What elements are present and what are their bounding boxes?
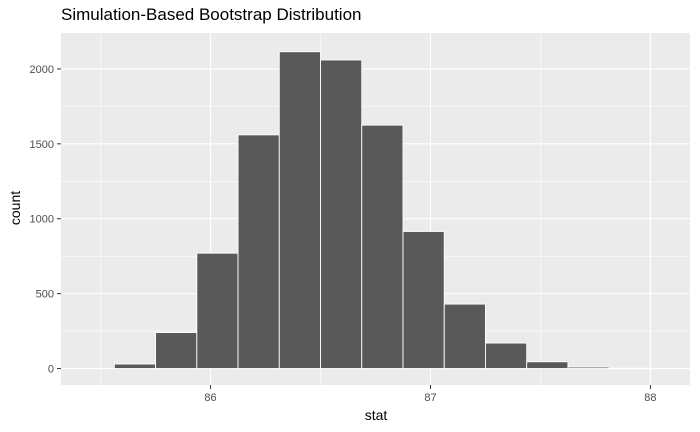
y-tick-label: 0 [48, 364, 54, 376]
histogram-bar [237, 134, 280, 369]
y-tick-label: 1000 [30, 214, 54, 226]
histogram-bar [155, 332, 198, 369]
x-tick-label: 87 [424, 392, 436, 404]
x-tick-label: 88 [644, 392, 656, 404]
histogram-bar [361, 124, 404, 369]
y-axis-ticks: 0 500 1000 1500 2000 [30, 64, 61, 376]
histogram-bar [567, 366, 610, 369]
y-tick-label: 2000 [30, 64, 54, 76]
chart-title: Simulation-Based Bootstrap Distribution [61, 5, 362, 24]
histogram-bar [113, 363, 157, 369]
histogram-bar [320, 59, 363, 369]
histogram-bar [196, 252, 239, 369]
histogram-bar [443, 303, 486, 369]
histogram-bar [278, 51, 321, 369]
histogram-bar [526, 361, 569, 369]
histogram-bar [608, 367, 651, 370]
histogram-bar [402, 231, 445, 369]
x-tick-label: 86 [204, 392, 216, 404]
y-tick-label: 1500 [30, 139, 54, 151]
histogram-bars [113, 51, 651, 370]
x-axis-ticks: 86 87 88 [204, 385, 657, 404]
y-tick-label: 500 [36, 289, 54, 301]
histogram-bar [485, 342, 528, 369]
x-axis-title: stat [364, 407, 388, 423]
